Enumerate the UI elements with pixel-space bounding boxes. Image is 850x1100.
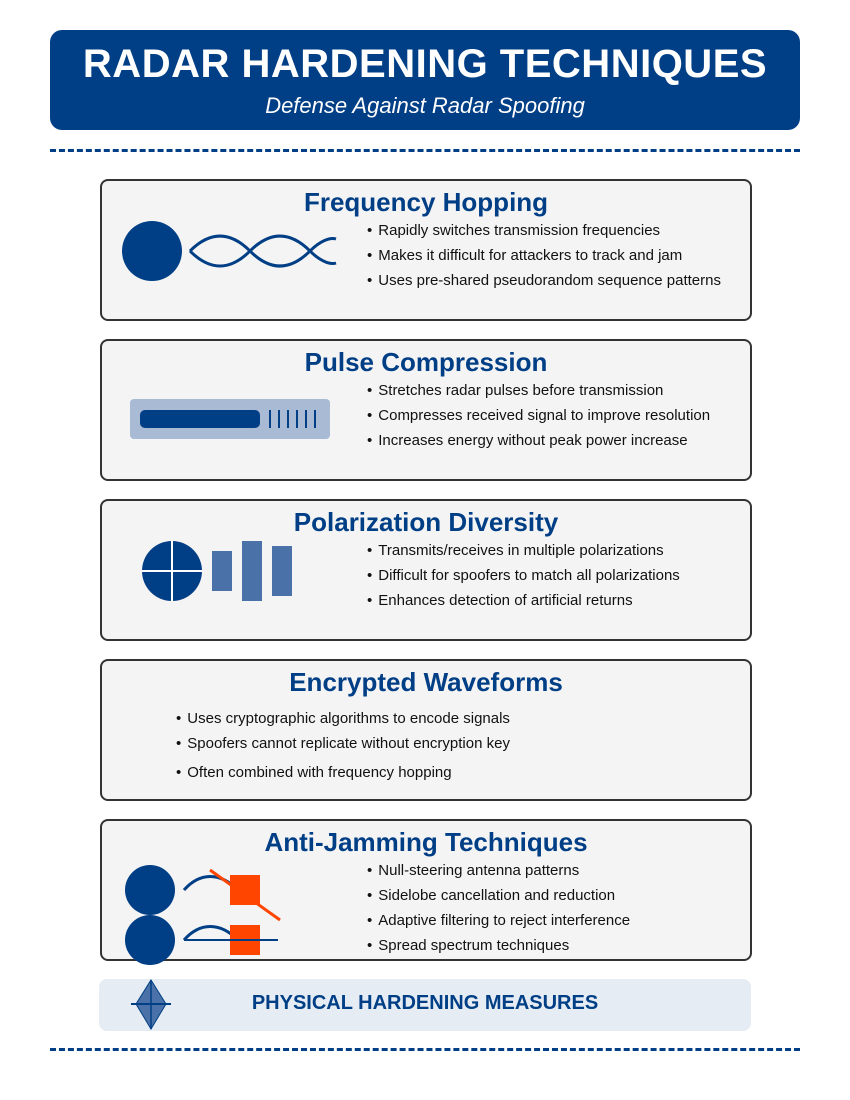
bullet-item: Transmits/receives in multiple polarizat…: [367, 542, 663, 559]
section-title: Anti-Jamming Techniques: [264, 827, 588, 857]
pulse-compression-icon: [130, 399, 330, 439]
section-title: Frequency Hopping: [303, 187, 549, 217]
section-frequency-hopping: Frequency Hopping Rapidly switches trans…: [100, 179, 752, 321]
bullet-item: Null-steering antenna patterns: [367, 862, 579, 879]
page-subtitle: Defense Against Radar Spoofing: [265, 93, 585, 118]
bullet-item: Compresses received signal to improve re…: [367, 407, 710, 424]
bullet-item: Spoofers cannot replicate without encryp…: [176, 735, 510, 752]
bullet-item: Makes it difficult for attackers to trac…: [367, 247, 682, 264]
bullet-item: Enhances detection of artificial returns: [367, 592, 632, 609]
bullet-item: Stretches radar pulses before transmissi…: [367, 382, 663, 399]
top-divider: [50, 149, 800, 152]
banner-label: PHYSICAL HARDENING MEASURES: [251, 992, 599, 1014]
header-banner: RADAR HARDENING TECHNIQUES Defense Again…: [50, 30, 800, 130]
bullet-item: Adaptive filtering to reject interferenc…: [367, 912, 630, 929]
section-title: Polarization Diversity: [293, 507, 559, 537]
section-anti-jamming: Anti-Jamming Techniques Null-steering an…: [100, 819, 752, 961]
diamond-icon: [131, 979, 171, 1030]
section-title: Pulse Compression: [304, 347, 548, 377]
bullet-item: Uses cryptographic algorithms to encode …: [176, 710, 510, 727]
polarization-icon: [142, 541, 292, 601]
bottom-divider: [50, 1048, 800, 1051]
section-encrypted-waveforms: Encrypted Waveforms Uses cryptographic a…: [100, 659, 752, 801]
frequency-hopping-icon: [122, 221, 337, 281]
section-pulse-compression: Pulse Compression Stretches radar pulses…: [100, 339, 752, 481]
bullet-item: Spread spectrum techniques: [367, 937, 569, 954]
bullet-item: Increases energy without peak power incr…: [367, 432, 687, 449]
anti-jamming-icon: [125, 865, 281, 965]
bullet-item: Uses pre-shared pseudorandom sequence pa…: [367, 272, 721, 289]
bullet-item: Rapidly switches transmission frequencie…: [367, 222, 660, 239]
bullet-item: Often combined with frequency hopping: [176, 764, 451, 781]
bullet-item: Difficult for spoofers to match all pola…: [367, 567, 680, 584]
page-title: RADAR HARDENING TECHNIQUES: [82, 42, 768, 86]
section-polarization-diversity: Polarization Diversity Transmits/receive…: [100, 499, 752, 641]
physical-hardening-banner: PHYSICAL HARDENING MEASURES: [99, 979, 751, 1031]
bullet-item: Sidelobe cancellation and reduction: [367, 887, 615, 904]
section-title: Encrypted Waveforms: [289, 667, 563, 697]
